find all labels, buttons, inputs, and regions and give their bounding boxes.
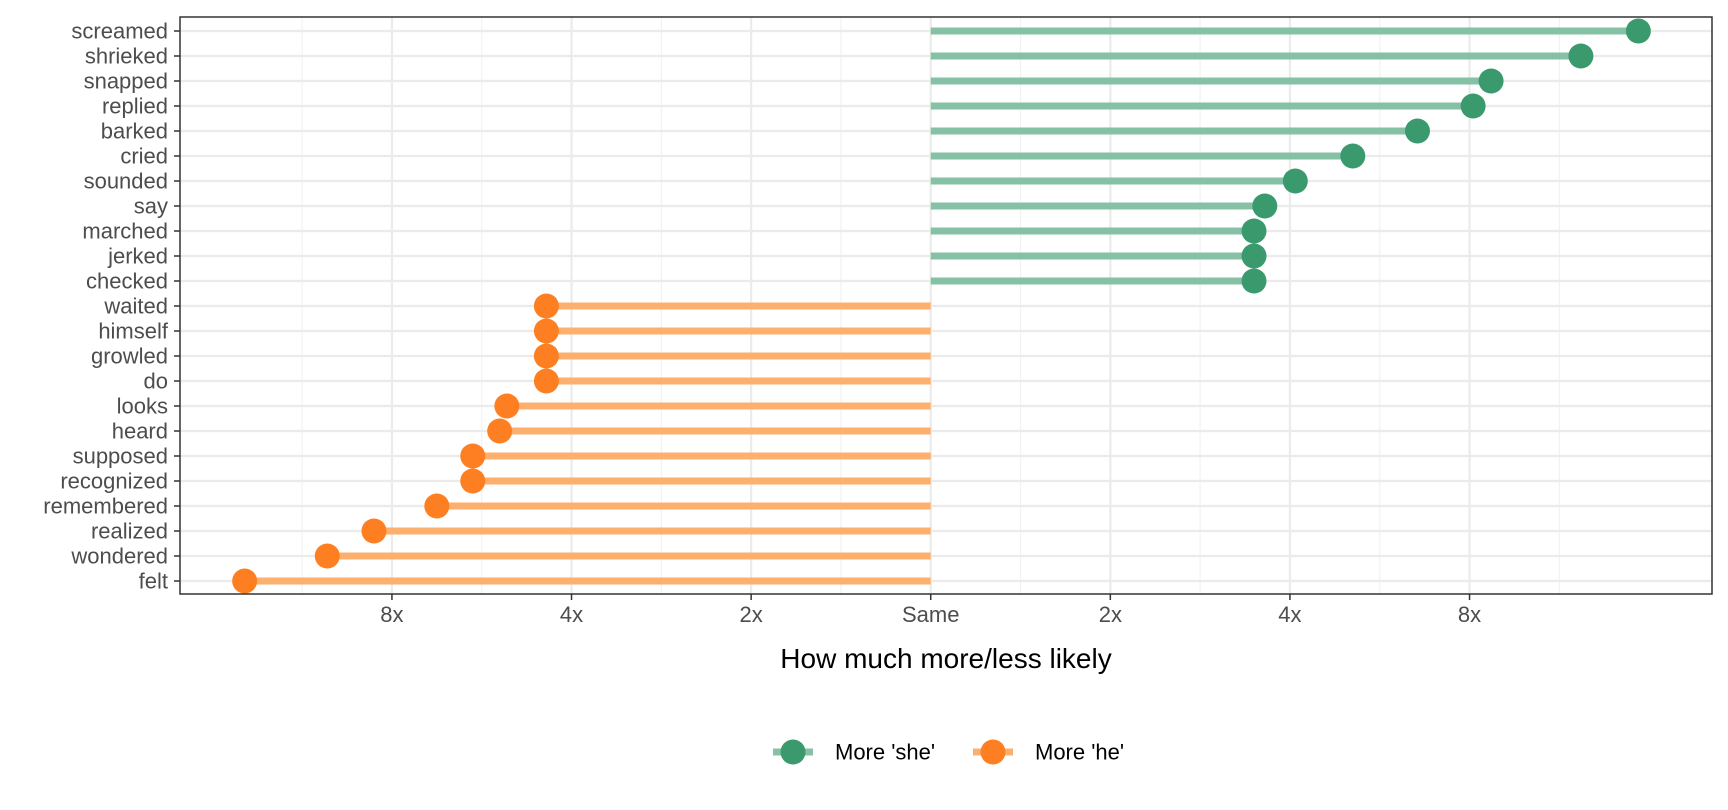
- point-barked: [1404, 118, 1430, 144]
- point-do: [533, 368, 559, 394]
- point-supposed: [460, 443, 486, 469]
- x-tick-label: 8x: [380, 602, 403, 627]
- point-growled: [533, 343, 559, 369]
- y-tick-label-say: say: [134, 194, 168, 219]
- legend-key-dot: [980, 739, 1006, 765]
- x-axis: 8x 4x 2x Same 2x 4x 8x: [380, 594, 1481, 627]
- point-cried: [1340, 143, 1366, 169]
- y-tick-label-do: do: [144, 369, 168, 394]
- x-tick-label: 4x: [1278, 602, 1301, 627]
- y-tick-label-remembered: remembered: [43, 494, 168, 519]
- y-tick-label-replied: replied: [102, 94, 168, 119]
- y-tick-label-shrieked: shrieked: [85, 44, 168, 69]
- y-tick-label-himself: himself: [98, 319, 169, 344]
- y-tick-label-felt: felt: [139, 569, 168, 594]
- x-tick-label: Same: [902, 602, 959, 627]
- point-wondered: [314, 543, 340, 569]
- y-axis: screamedshriekedsnappedrepliedbarkedcrie…: [43, 19, 180, 594]
- point-sounded: [1282, 168, 1308, 194]
- y-tick-label-sounded: sounded: [84, 169, 168, 194]
- point-snapped: [1478, 68, 1504, 94]
- x-tick-label: 8x: [1458, 602, 1481, 627]
- legend-label: More 'he': [1035, 740, 1124, 765]
- y-tick-label-marched: marched: [82, 219, 168, 244]
- y-tick-label-jerked: jerked: [107, 244, 168, 269]
- point-marched: [1241, 218, 1267, 244]
- point-checked: [1241, 268, 1267, 294]
- y-tick-label-screamed: screamed: [71, 19, 168, 44]
- point-heard: [487, 418, 513, 444]
- point-screamed: [1625, 18, 1651, 44]
- x-tick-label: 2x: [740, 602, 763, 627]
- legend-key-dot: [780, 739, 806, 765]
- y-tick-label-recognized: recognized: [60, 469, 168, 494]
- y-tick-label-barked: barked: [101, 119, 168, 144]
- y-tick-label-checked: checked: [86, 269, 168, 294]
- point-jerked: [1241, 243, 1267, 269]
- y-tick-label-wondered: wondered: [70, 544, 168, 569]
- legend: More 'she' More 'he': [773, 739, 1124, 765]
- point-himself: [533, 318, 559, 344]
- point-shrieked: [1568, 43, 1594, 69]
- point-remembered: [424, 493, 450, 519]
- point-waited: [533, 293, 559, 319]
- y-tick-label-growled: growled: [91, 344, 168, 369]
- y-tick-label-snapped: snapped: [84, 69, 168, 94]
- y-tick-label-looks: looks: [117, 394, 168, 419]
- y-tick-label-heard: heard: [112, 419, 168, 444]
- y-tick-label-supposed: supposed: [73, 444, 168, 469]
- x-axis-title: How much more/less likely: [780, 643, 1111, 674]
- x-tick-label: 4x: [560, 602, 583, 627]
- y-tick-label-waited: waited: [103, 294, 168, 319]
- point-recognized: [460, 468, 486, 494]
- legend-label: More 'she': [835, 740, 935, 765]
- y-tick-label-realized: realized: [91, 519, 168, 544]
- plot-marks: [232, 18, 1651, 594]
- point-replied: [1460, 93, 1486, 119]
- point-say: [1252, 193, 1278, 219]
- x-tick-label: 2x: [1099, 602, 1122, 627]
- point-realized: [361, 518, 387, 544]
- point-felt: [232, 568, 258, 594]
- point-looks: [494, 393, 520, 419]
- y-tick-label-cried: cried: [120, 144, 168, 169]
